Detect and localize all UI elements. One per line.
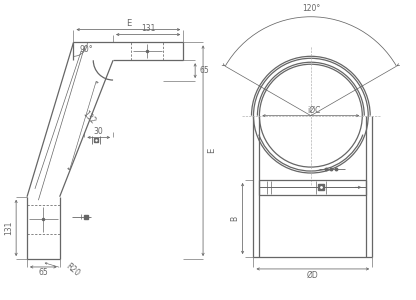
Text: 65: 65 bbox=[199, 66, 209, 75]
Text: B: B bbox=[230, 216, 240, 221]
Text: iØC: iØC bbox=[307, 106, 320, 115]
Text: R20: R20 bbox=[64, 262, 81, 278]
Text: E: E bbox=[126, 19, 131, 28]
Text: 131: 131 bbox=[4, 220, 13, 235]
Text: 30: 30 bbox=[94, 128, 104, 136]
Text: E: E bbox=[207, 148, 216, 153]
Text: 131: 131 bbox=[141, 24, 155, 33]
Text: 132: 132 bbox=[81, 109, 97, 126]
Text: 90°: 90° bbox=[79, 45, 93, 54]
Text: ØD: ØD bbox=[307, 271, 319, 280]
Text: 120°: 120° bbox=[302, 4, 320, 13]
Text: 65: 65 bbox=[38, 268, 48, 277]
